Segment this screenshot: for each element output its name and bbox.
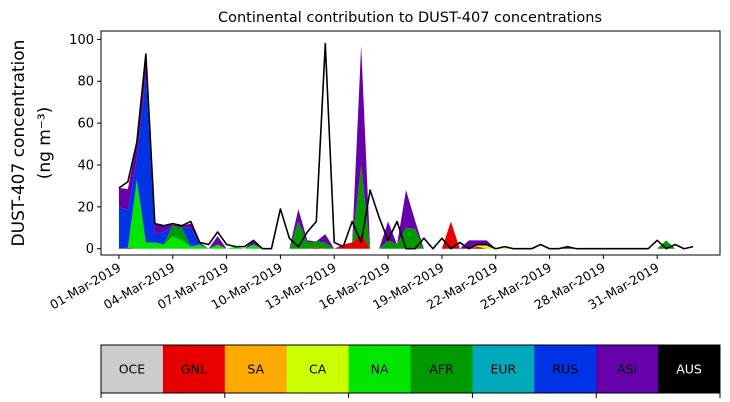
legend-swatch-sa — [224, 345, 287, 393]
y-tick-label: 60 — [77, 117, 94, 132]
y-tick-label: 40 — [77, 158, 94, 173]
legend-swatch-gnl — [162, 345, 226, 393]
legend-swatch-rus — [534, 345, 597, 393]
y-ticks: 0 20 40 60 80 100 — [69, 33, 101, 257]
legend-swatch-afr — [410, 345, 473, 393]
legend-label-aus: AUS — [676, 362, 702, 377]
legend-swatch-asi — [596, 345, 659, 393]
y-tick-label: 80 — [77, 75, 94, 90]
legend-swatch-aus — [658, 345, 721, 393]
legend-label-na: NA — [371, 362, 389, 377]
legend-swatch-ca — [286, 345, 349, 393]
legend-label-afr: AFR — [429, 362, 454, 377]
plot-frame — [100, 30, 721, 256]
x-ticks: 01-Mar-201904-Mar-201907-Mar-201910-Mar-… — [47, 255, 662, 312]
total-line — [118, 42, 694, 250]
legend-label-rus: RUS — [552, 362, 578, 377]
legend-label-eur: EUR — [490, 362, 516, 377]
legend-label-ca: CA — [309, 362, 327, 377]
legend-frame — [100, 344, 721, 394]
y-tick-label: 20 — [77, 200, 94, 215]
legend-label-asi: ASI — [617, 362, 637, 377]
legend-swatch-eur — [472, 345, 535, 393]
chart-title: Continental contribution to DUST-407 con… — [218, 10, 602, 26]
stacked-areas — [118, 45, 694, 249]
area-asi — [118, 45, 694, 249]
legend-colorbar: OCE GNL SA CA NA AFR EUR RUS ASI AUS — [100, 344, 721, 398]
legend-swatch-oce — [101, 345, 164, 393]
y-tick-label: 100 — [69, 33, 94, 48]
legend-label-oce: OCE — [119, 362, 146, 377]
area-na — [118, 179, 694, 249]
legend-label-gnl: GNL — [181, 362, 207, 377]
y-axis-unit-label: (ng m⁻³) — [35, 107, 55, 180]
y-axis-label: DUST-407 concentration — [9, 40, 29, 247]
total-line-group — [118, 42, 694, 250]
y-tick-label: 0 — [86, 242, 94, 257]
legend-swatch-na — [348, 345, 411, 393]
area-afr — [118, 164, 694, 249]
legend-label-sa: SA — [247, 362, 264, 377]
